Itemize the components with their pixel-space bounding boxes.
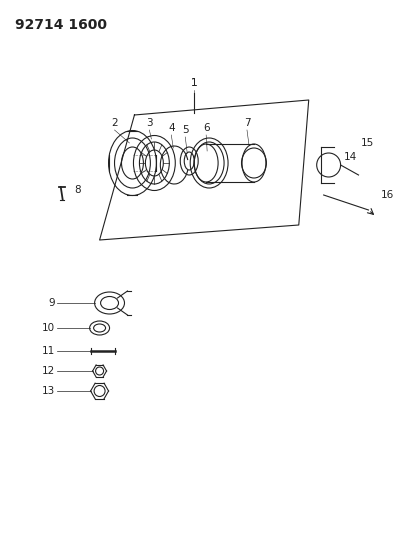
Text: 14: 14 [343,152,357,162]
Text: 16: 16 [380,190,394,200]
Text: 3: 3 [146,118,153,128]
Text: 15: 15 [360,138,374,148]
Text: 8: 8 [75,185,81,195]
Text: 4: 4 [168,123,175,133]
Text: 6: 6 [203,123,210,133]
Text: 12: 12 [42,366,55,376]
Text: 7: 7 [244,118,250,128]
Text: 9: 9 [48,298,55,308]
Text: 1: 1 [191,78,198,88]
Text: 13: 13 [42,386,55,396]
Text: 5: 5 [182,125,189,135]
Text: 10: 10 [42,323,55,333]
Text: 2: 2 [111,118,118,128]
Text: 1: 1 [191,78,198,88]
Text: 11: 11 [42,346,55,356]
Text: 92714 1600: 92714 1600 [15,18,107,32]
